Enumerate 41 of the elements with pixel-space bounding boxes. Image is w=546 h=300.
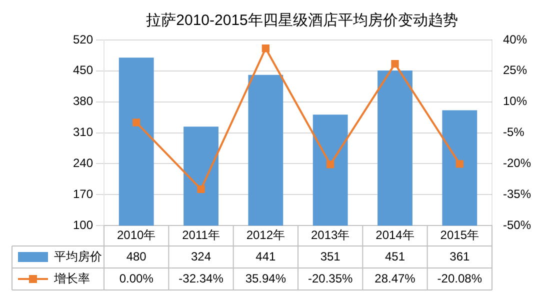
legend-label: 平均房价 xyxy=(54,249,102,264)
data-label: 35.94% xyxy=(245,271,286,286)
data-label: 361 xyxy=(450,249,470,264)
y-tick-label: 100 xyxy=(72,218,94,232)
x-tick-label: 2015年 xyxy=(440,228,480,242)
point xyxy=(262,44,270,52)
data-label: -32.34% xyxy=(178,271,224,286)
data-label: 28.47% xyxy=(374,271,416,286)
data-label: 480 xyxy=(126,249,147,264)
y2-tick-label: -20% xyxy=(502,156,532,170)
x-tick-label: 2013年 xyxy=(310,228,350,242)
y2-tick-label: 25% xyxy=(502,63,528,78)
x-tick-label: 2010年 xyxy=(117,228,156,242)
data-label: 324 xyxy=(190,249,212,264)
y2-tick-label: -35% xyxy=(502,186,532,201)
data-label: -20.35% xyxy=(308,271,354,286)
data-label: 0.00% xyxy=(119,271,154,286)
y2-tick-label: 10% xyxy=(502,94,528,108)
point xyxy=(197,185,205,194)
x-tick-label: 2012年 xyxy=(246,228,286,242)
point xyxy=(391,60,399,68)
y2-tick-label: -50% xyxy=(502,218,532,232)
data-label: 451 xyxy=(384,249,406,264)
data-label: -20.08% xyxy=(437,271,482,286)
y2-tick-label: 40% xyxy=(502,32,528,46)
y-tick-label: 450 xyxy=(72,63,94,78)
y-tick-label: 310 xyxy=(72,125,94,140)
point xyxy=(132,118,140,126)
y-tick-label: 380 xyxy=(72,94,94,108)
legend-label: 增长率 xyxy=(53,271,90,286)
chart-title: 拉萨2010-2015年四星级酒店平均房价变动趋势 xyxy=(146,12,458,30)
data-label: 441 xyxy=(256,249,276,264)
y-tick-label: 170 xyxy=(72,186,94,201)
point xyxy=(326,160,334,168)
y-tick-label: 520 xyxy=(72,32,94,46)
y-tick-label: 240 xyxy=(72,156,94,170)
y2-tick-label: -5% xyxy=(502,125,525,140)
x-tick-label: 2014年 xyxy=(376,228,414,242)
x-tick-label: 2011年 xyxy=(182,228,220,242)
point xyxy=(456,160,464,168)
data-label: 351 xyxy=(320,249,341,264)
